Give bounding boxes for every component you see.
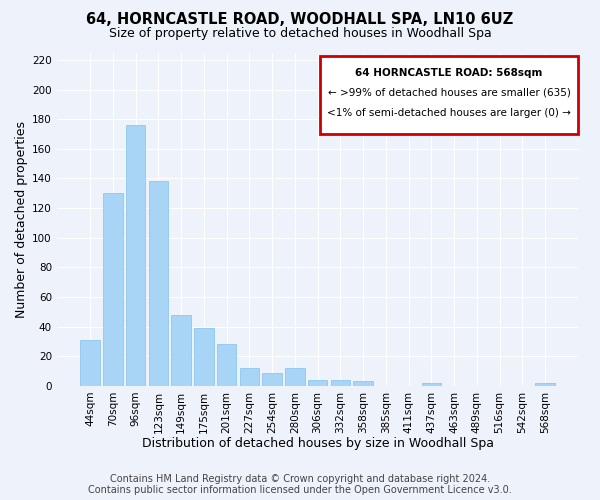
Bar (172, 314, 191, 386)
Bar (149, 182, 168, 386)
Text: 64 HORNCASTLE ROAD: 568sqm: 64 HORNCASTLE ROAD: 568sqm (355, 68, 543, 78)
Bar (239, 368, 259, 386)
Bar (285, 368, 305, 386)
Bar (262, 372, 282, 386)
Bar (331, 380, 350, 386)
Text: Contains public sector information licensed under the Open Government Licence v3: Contains public sector information licen… (88, 485, 512, 495)
Bar (80, 340, 100, 386)
Bar (422, 383, 441, 386)
Bar (217, 344, 236, 386)
FancyBboxPatch shape (320, 56, 578, 134)
Bar (535, 383, 554, 386)
Text: Contains HM Land Registry data © Crown copyright and database right 2024.: Contains HM Land Registry data © Crown c… (110, 474, 490, 484)
Y-axis label: Number of detached properties: Number of detached properties (15, 120, 28, 318)
Text: ← >99% of detached houses are smaller (635): ← >99% of detached houses are smaller (6… (328, 88, 571, 98)
Bar (353, 382, 373, 386)
Bar (103, 193, 122, 386)
Text: <1% of semi-detached houses are larger (0) →: <1% of semi-detached houses are larger (… (327, 108, 571, 118)
Text: Size of property relative to detached houses in Woodhall Spa: Size of property relative to detached ho… (109, 28, 491, 40)
X-axis label: Distribution of detached houses by size in Woodhall Spa: Distribution of detached houses by size … (142, 437, 494, 450)
Bar (194, 328, 214, 386)
Bar (308, 380, 327, 386)
Bar (126, 125, 145, 386)
Text: 64, HORNCASTLE ROAD, WOODHALL SPA, LN10 6UZ: 64, HORNCASTLE ROAD, WOODHALL SPA, LN10 … (86, 12, 514, 28)
